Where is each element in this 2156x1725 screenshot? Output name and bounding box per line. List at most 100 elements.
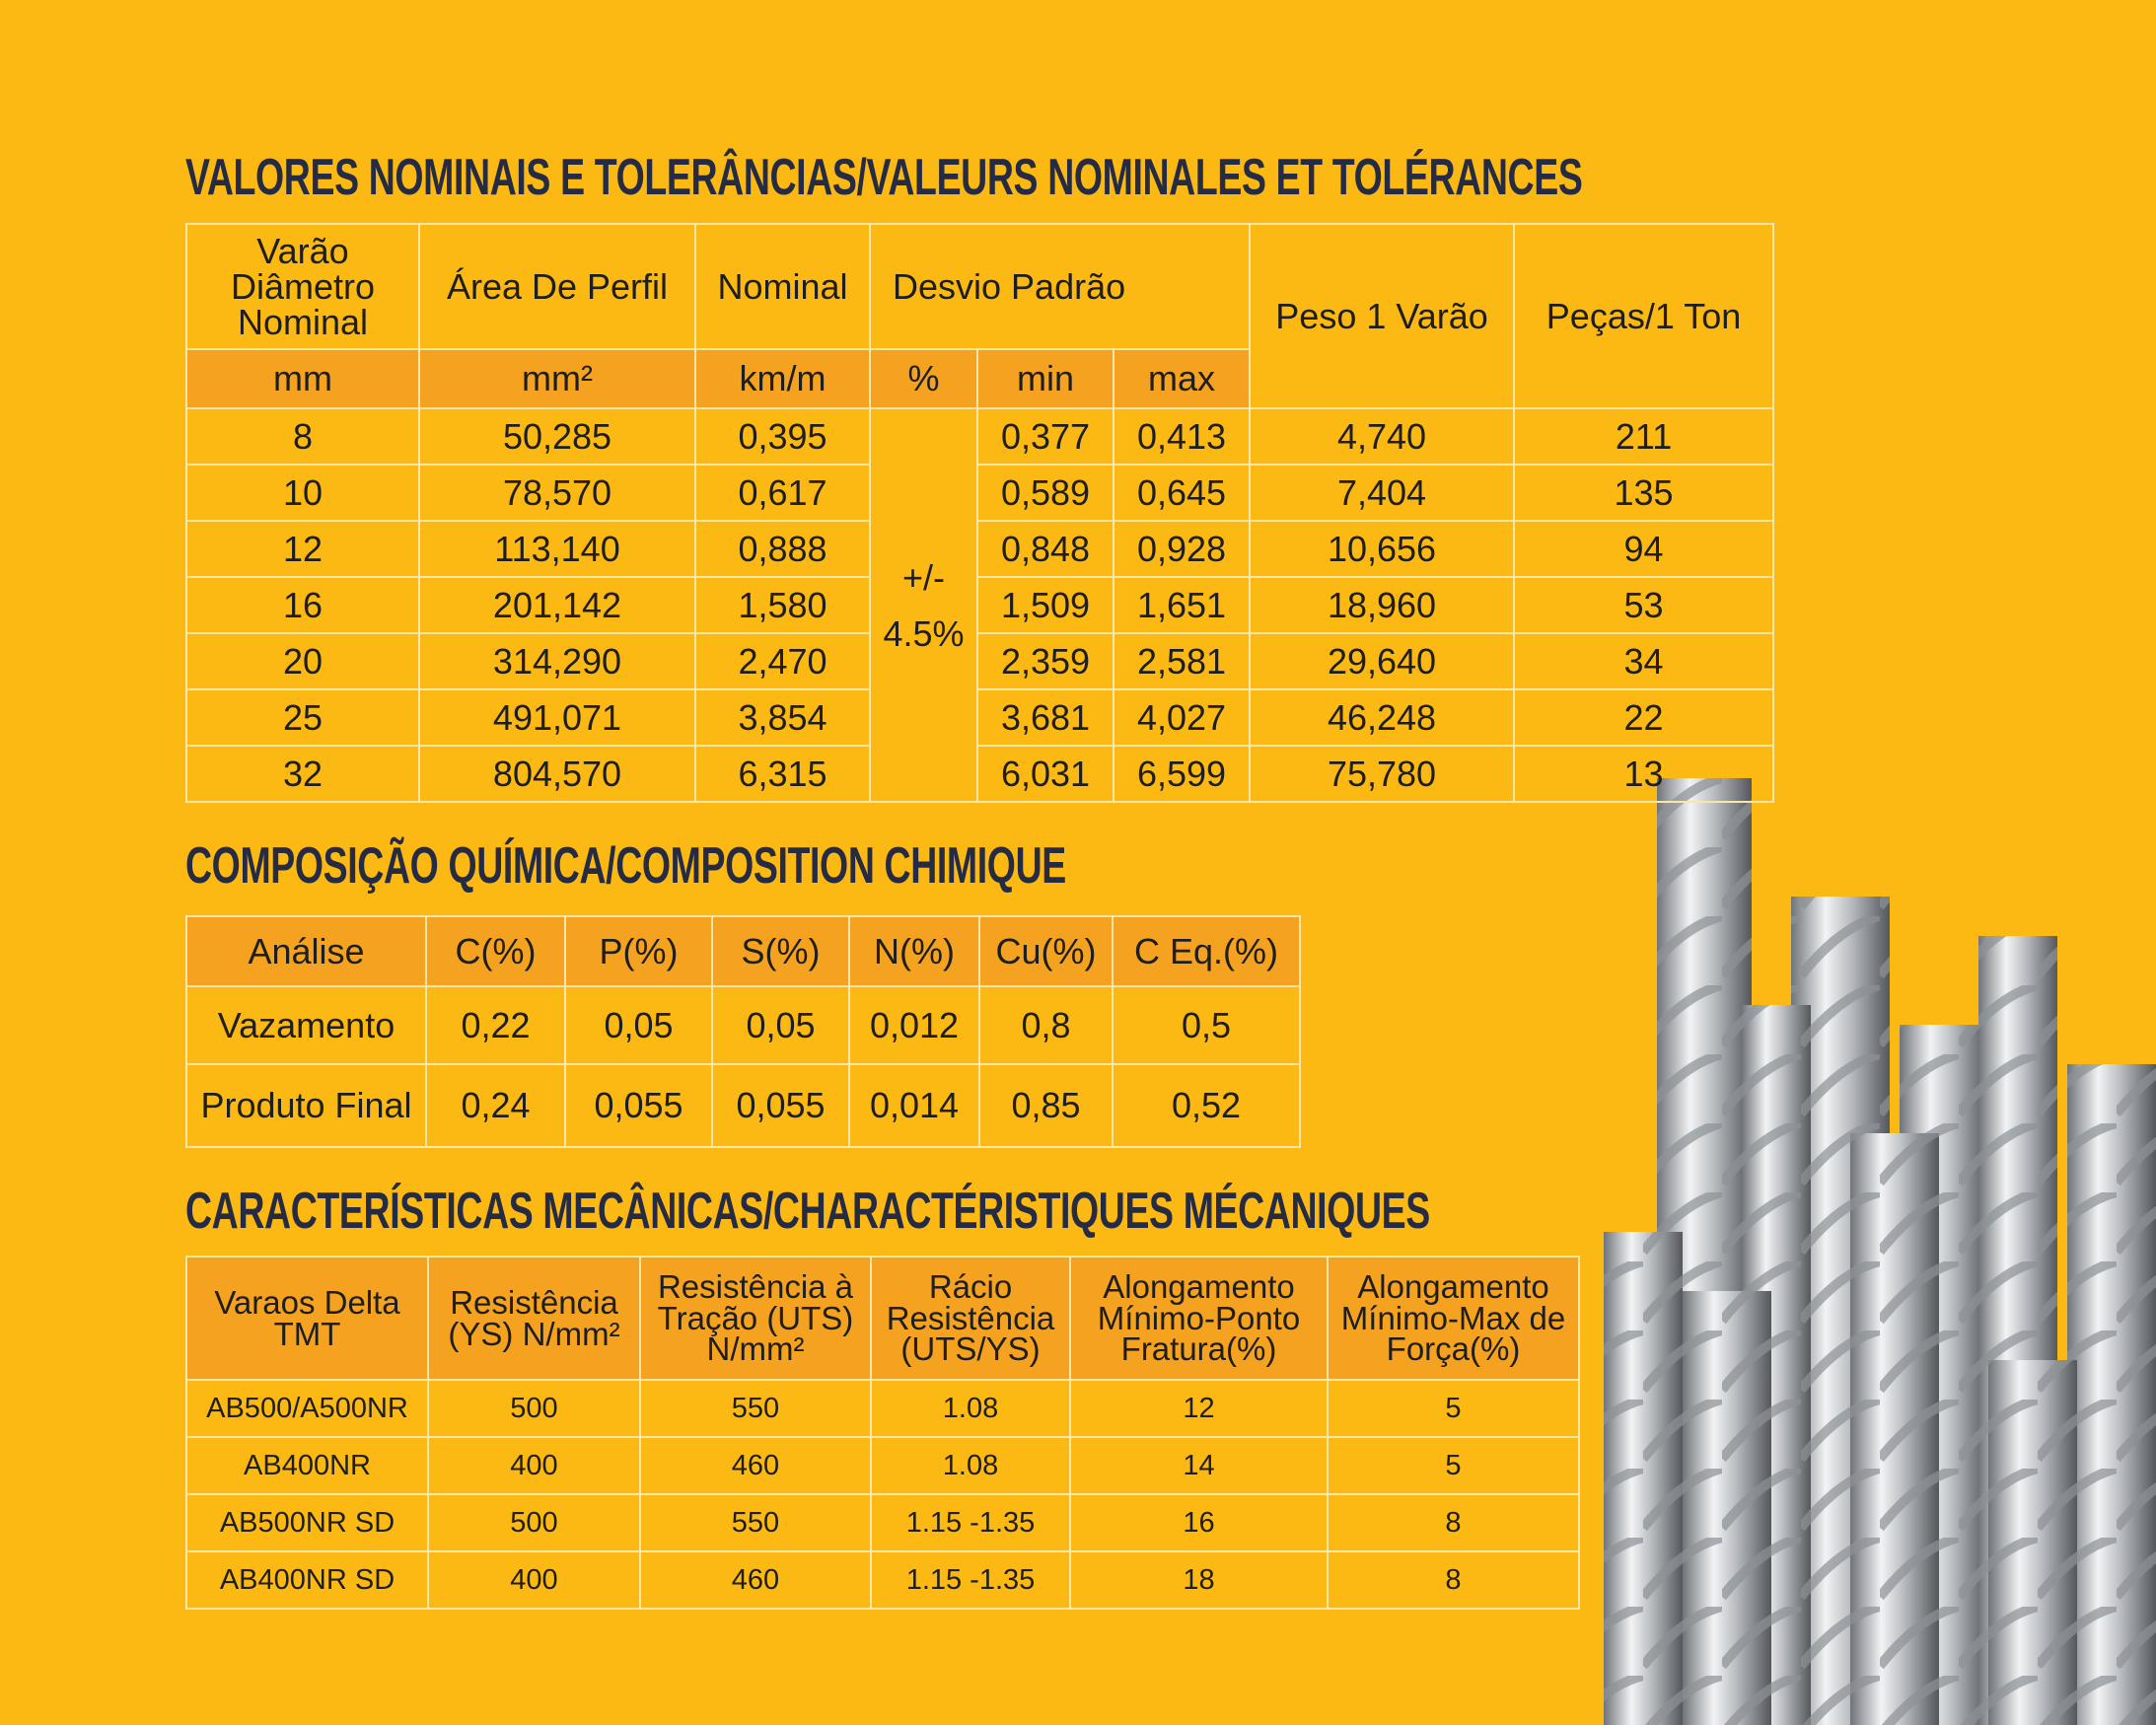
- table-cell: Rácio Resistência (UTS/YS): [870, 1256, 1071, 1381]
- table-cell: min: [976, 348, 1114, 409]
- table-cell: 314,290: [418, 632, 696, 690]
- table-cell: 0,055: [564, 1063, 713, 1148]
- table-cell: 0,05: [711, 985, 850, 1065]
- table-cell: 10: [185, 464, 420, 522]
- table-cell: 4,027: [1112, 688, 1252, 747]
- data-row: 10 78,570 0,617 0,589 0,645 7,404 135: [185, 464, 1775, 522]
- data-row: 8 50,285 0,395 +/- 4.5% 0,377 0,413 4,740 211: [185, 407, 1775, 803]
- table-cell: max: [1112, 348, 1252, 409]
- table-cell: 0,848: [976, 520, 1114, 578]
- table-cell: 13: [1513, 745, 1775, 803]
- bars: [1604, 778, 2156, 1725]
- table-cell: 0,52: [1112, 1063, 1301, 1148]
- table-cell: 2,470: [694, 632, 871, 690]
- table-cell: Peso 1 Varão: [1249, 223, 1516, 409]
- table-cell: S(%): [711, 915, 850, 987]
- nominal-table: Varão Diâmetro Nominal Área De Perfil Nomi…: [185, 223, 1775, 803]
- header-row: mm mm² km/m% min max: [185, 348, 1773, 409]
- data-row: 16 201,142 1,580 1,509 1,651 18,960 53: [185, 576, 1775, 634]
- table-cell: 25: [185, 688, 420, 747]
- table-cell: 500: [427, 1379, 641, 1438]
- table-cell: 20: [185, 632, 420, 690]
- table-cell: 0,617: [694, 464, 871, 522]
- tolerance-text: +/-: [901, 556, 945, 598]
- table-cell: 4,740: [1249, 407, 1516, 466]
- table-cell: 8: [185, 407, 420, 466]
- table-cell: 12: [1069, 1379, 1329, 1438]
- table-cell: 3,681: [976, 688, 1114, 747]
- data-row: 25 491,071 3,854 3,681 4,027 46,248 22: [185, 688, 1775, 747]
- tolerance-text: 4.5%: [883, 612, 965, 654]
- section-title: COMPOSIÇÃO QUÍMICA/COMPOSITION CHIMIQUE: [185, 837, 1066, 895]
- table-cell: 550: [639, 1379, 872, 1438]
- table-cell: 16: [1069, 1493, 1329, 1552]
- table-cell: 0,589: [976, 464, 1114, 522]
- table-cell: %: [869, 348, 978, 409]
- table-cell: 500: [427, 1493, 641, 1552]
- data-row: 20 314,290 2,470 2,359 2,581 29,640 34: [185, 632, 1775, 690]
- table-cell: 0,395: [694, 407, 871, 466]
- table-cell: Resistência (YS) N/mm²: [427, 1256, 641, 1381]
- table-cell: 75,780: [1249, 745, 1516, 803]
- table-cell: Produto Final: [185, 1063, 427, 1148]
- table-cell: 5: [1327, 1379, 1580, 1438]
- table-cell: 0,014: [848, 1063, 980, 1148]
- table-cell: Nominal: [694, 223, 871, 350]
- table-cell: Peças/1 Ton: [1513, 223, 1775, 409]
- table-cell: Alongamento Mínimo-Ponto Fratura(%): [1069, 1256, 1329, 1381]
- table-cell: 94: [1513, 520, 1775, 578]
- table-cell: 400: [427, 1550, 641, 1610]
- table-cell: 29,640: [1249, 632, 1516, 690]
- data-row: 32 804,570 6,315 6,031 6,599 75,780 13: [185, 745, 1775, 803]
- section-title: CARACTERÍSTICAS MECÂNICAS/CHARACTÉRISTIQ…: [185, 1183, 1430, 1240]
- table-cell: 0,85: [978, 1063, 1114, 1148]
- table-cell: 5: [1327, 1436, 1580, 1495]
- table-cell: 50,285: [418, 407, 696, 466]
- section-title: VALORES NOMINAIS E TOLERÂNCIAS/VALEURS N…: [185, 149, 1583, 206]
- data-row: AB400NR SD 400 460 1.15 -1.35 18 8: [185, 1550, 1580, 1610]
- table-cell: 6,315: [694, 745, 871, 803]
- table-cell: Área De Perfil: [418, 223, 696, 350]
- table-cell: 0,05: [564, 985, 713, 1065]
- table-cell: Análise: [185, 915, 427, 987]
- table-cell: km/m: [694, 348, 871, 409]
- table-cell: 400: [427, 1436, 641, 1495]
- table-cell: 0,645: [1112, 464, 1252, 522]
- table-cell: Varão Diâmetro Nominal: [185, 223, 420, 350]
- table-cell: Alongamento Mínimo-Max de Força(%): [1327, 1256, 1580, 1381]
- table-cell: 113,140: [418, 520, 696, 578]
- table-cell: N(%): [848, 915, 980, 987]
- header-row: Varaos Delta TMT Resistência (YS) N/mm² Re…: [185, 1256, 1580, 1381]
- table-cell: AB500NR SD: [185, 1493, 429, 1552]
- table-cell: Desvio Padrão: [868, 223, 1252, 350]
- table-cell: mm²: [418, 348, 696, 409]
- table-cell: 46,248: [1249, 688, 1516, 747]
- table-cell: 460: [639, 1550, 872, 1610]
- table-cell: 1.15 -1.35: [870, 1550, 1071, 1610]
- mechanical-table: Varaos Delta TMT Resistência (YS) N/mm² Re…: [185, 1256, 1580, 1610]
- table-cell: Varaos Delta TMT: [185, 1256, 429, 1381]
- data-row: Produto Final 0,24 0,055 0,055 0,014 0,85 0,52: [185, 1063, 1301, 1148]
- table-cell: 18,960: [1249, 576, 1516, 634]
- table-cell: 78,570: [418, 464, 696, 522]
- table-cell: 0,8: [978, 985, 1114, 1065]
- rebar-illustration: [1604, 778, 2156, 1725]
- table-cell: 3,854: [694, 688, 871, 747]
- table-cell: 211: [1513, 407, 1775, 466]
- table-cell: 8: [1327, 1550, 1580, 1610]
- table-cell: 14: [1069, 1436, 1329, 1495]
- data-row: Vazamento 0,22 0,05 0,05 0,012 0,8 0,5: [185, 985, 1301, 1065]
- table-cell: 0,012: [848, 985, 980, 1065]
- table-cell: 0,928: [1112, 520, 1252, 578]
- table-cell: Vazamento: [185, 985, 427, 1065]
- table-cell: Resistência à Tração (UTS) N/mm²: [639, 1256, 872, 1381]
- table-cell: 0,5: [1112, 985, 1301, 1065]
- table-cell: 201,142: [418, 576, 696, 634]
- table-cell: C Eq.(%): [1112, 915, 1301, 987]
- data-row: AB500/A500NR 500 550 1.08 12 5: [185, 1379, 1580, 1438]
- table-cell: 53: [1513, 576, 1775, 634]
- table-cell: 491,071: [418, 688, 696, 747]
- data-row: 12 113,140 0,888 0,848 0,928 10,656 94: [185, 520, 1775, 578]
- table-cell: 18: [1069, 1550, 1329, 1610]
